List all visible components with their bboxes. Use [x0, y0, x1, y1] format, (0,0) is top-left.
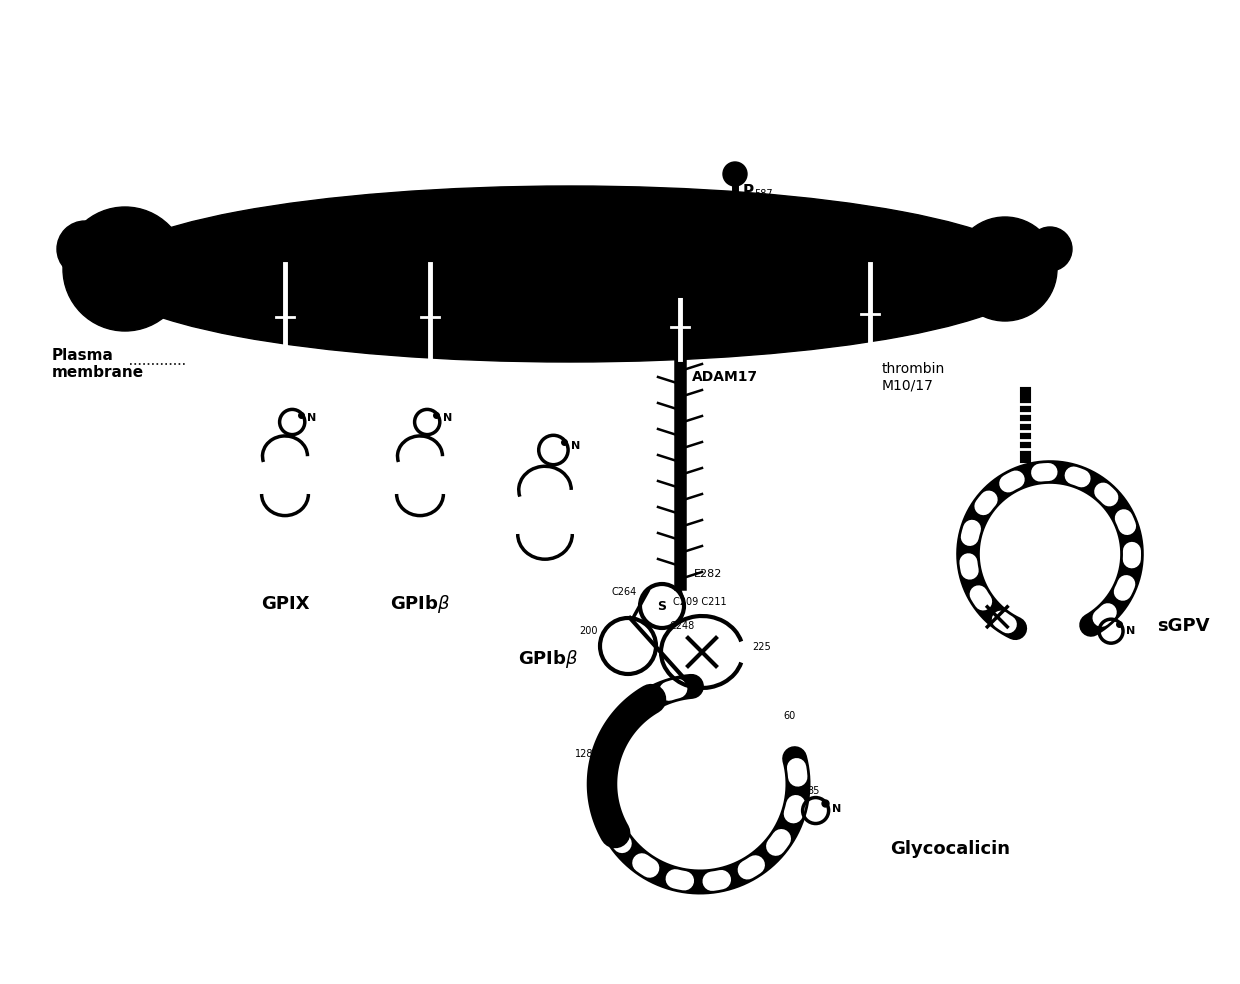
- Text: Glycocalicin: Glycocalicin: [890, 840, 1011, 858]
- Circle shape: [1028, 227, 1073, 271]
- Text: 609: 609: [738, 229, 756, 239]
- Text: sGPV: sGPV: [1157, 617, 1209, 635]
- Text: N: N: [308, 413, 316, 423]
- Text: thrombin
M10/17: thrombin M10/17: [882, 362, 945, 392]
- Text: C: C: [866, 239, 874, 253]
- Text: 200: 200: [579, 626, 598, 636]
- Circle shape: [723, 162, 746, 186]
- Text: GPIb$\beta$: GPIb$\beta$: [518, 648, 578, 670]
- Text: C248: C248: [670, 621, 696, 631]
- Text: S: S: [657, 599, 667, 612]
- Text: P: P: [436, 257, 448, 272]
- Text: C: C: [646, 250, 655, 263]
- Text: N: N: [1126, 626, 1136, 637]
- Ellipse shape: [100, 186, 1040, 362]
- Text: P: P: [730, 212, 742, 226]
- Text: Plasma
membrane: Plasma membrane: [52, 347, 144, 380]
- Text: 128: 128: [575, 749, 593, 759]
- Text: C: C: [415, 242, 424, 256]
- Circle shape: [63, 207, 187, 331]
- Text: N: N: [443, 413, 451, 423]
- Text: 60: 60: [784, 711, 795, 721]
- Circle shape: [954, 217, 1056, 321]
- Text: C: C: [280, 239, 290, 253]
- Text: 225: 225: [751, 642, 771, 652]
- Text: C264: C264: [611, 587, 637, 597]
- Text: N: N: [832, 804, 841, 814]
- Text: GPIX: GPIX: [260, 595, 309, 613]
- Circle shape: [57, 221, 113, 277]
- Text: ADAM17: ADAM17: [692, 370, 758, 384]
- Text: 590: 590: [745, 201, 764, 211]
- Text: 35: 35: [807, 785, 820, 795]
- Text: C209 C211: C209 C211: [673, 597, 727, 607]
- Text: GPIb$\beta$: GPIb$\beta$: [389, 593, 450, 615]
- Text: P: P: [730, 196, 742, 211]
- Text: 587: 587: [754, 189, 773, 199]
- Text: 166: 166: [450, 267, 469, 277]
- Text: E282: E282: [694, 569, 723, 579]
- Text: P: P: [743, 183, 754, 199]
- Text: N: N: [572, 441, 580, 451]
